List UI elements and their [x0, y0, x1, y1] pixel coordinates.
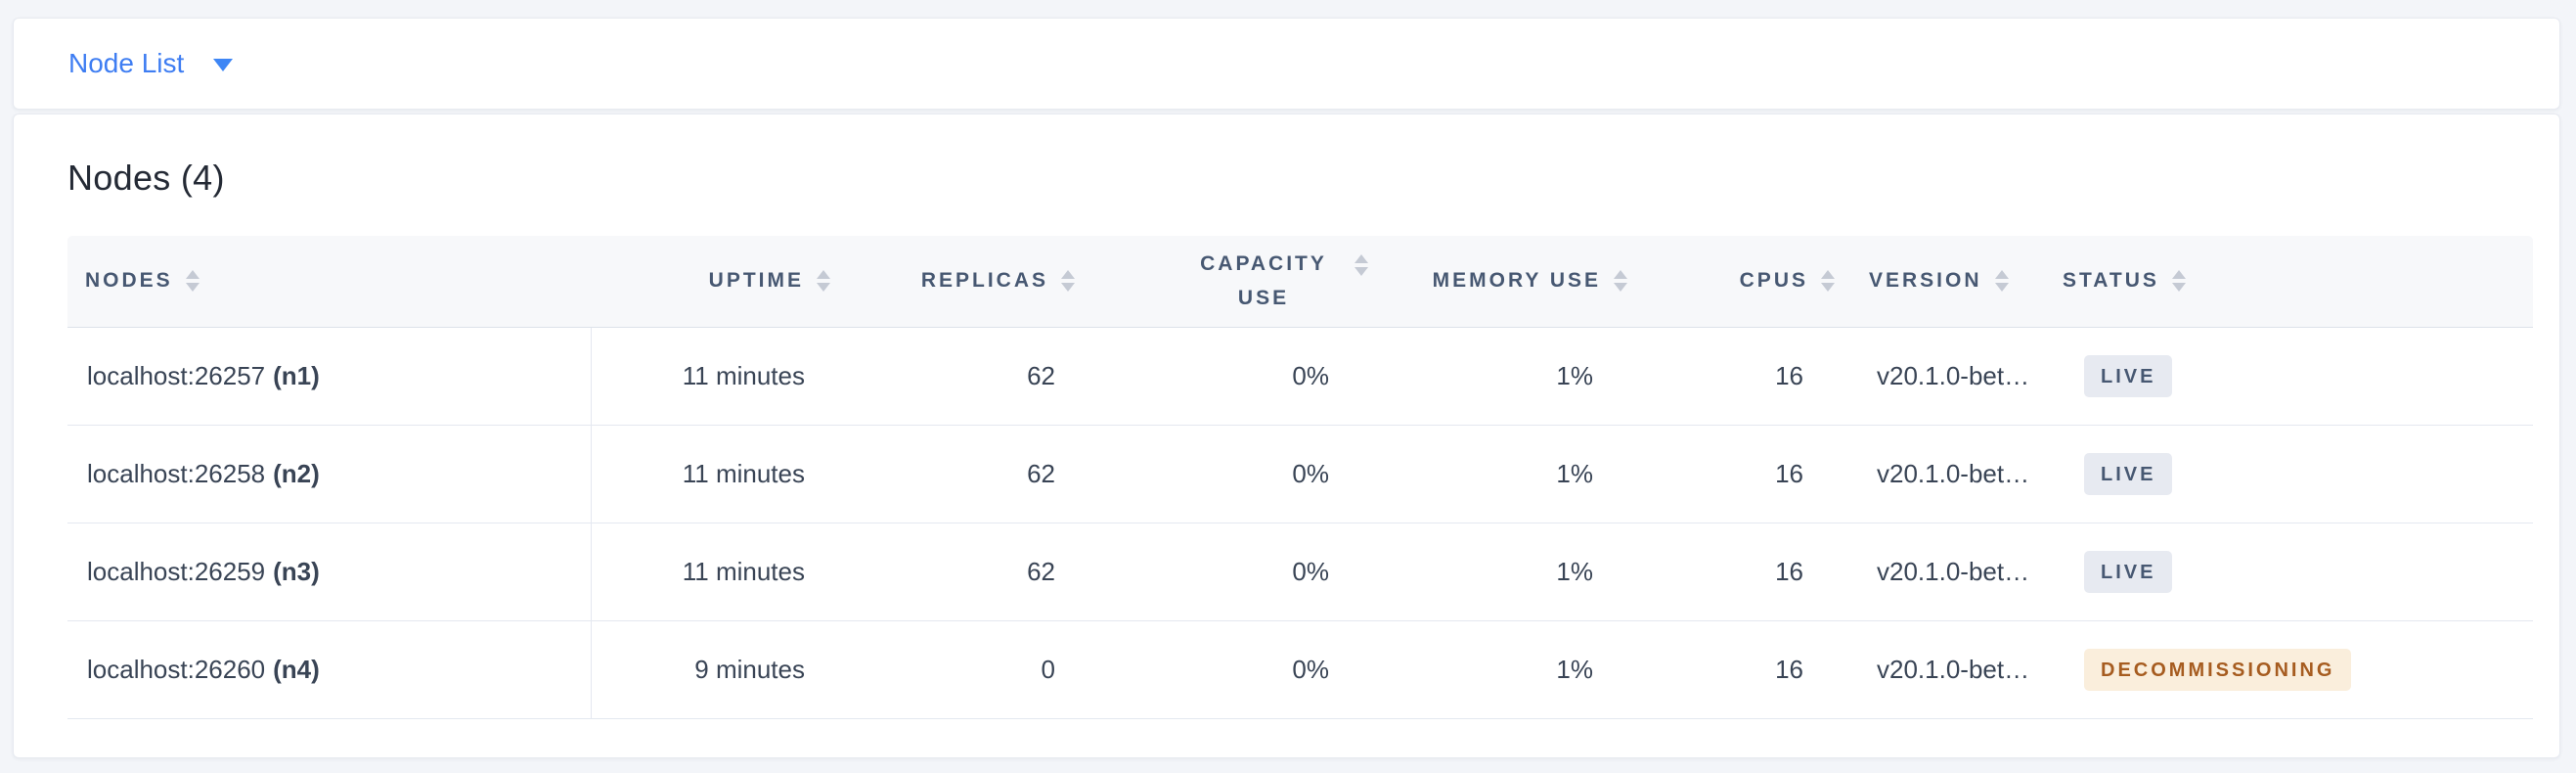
uptime-cell: 11 minutes [591, 523, 840, 621]
sort-icon [1614, 270, 1627, 293]
table-row: localhost:26257 (n1) 11 minutes 62 0% 1% … [67, 327, 2533, 426]
status-cell: LIVE [2053, 425, 2533, 523]
replicas-cell: 62 [840, 327, 1085, 426]
node-address-cell: localhost:26257 (n1) [67, 327, 592, 426]
nodes-table: NODES UPTIME REPLICAS [67, 236, 2533, 719]
cpus-cell: 16 [1637, 620, 1844, 719]
view-selector-bar: Node List [13, 18, 2560, 110]
table-row: localhost:26260 (n4) 9 minutes 0 0% 1% 16… [67, 620, 2533, 719]
replicas-cell: 62 [840, 425, 1085, 523]
memory-use-cell: 1% [1378, 327, 1637, 426]
column-header-version[interactable]: VERSION [1844, 236, 2053, 328]
uptime-cell: 11 minutes [591, 425, 840, 523]
capacity-use-cell: 0% [1085, 425, 1378, 523]
column-header-replicas[interactable]: REPLICAS [840, 236, 1085, 328]
uptime-cell: 9 minutes [591, 620, 840, 719]
cpus-cell: 16 [1637, 425, 1844, 523]
nodes-panel: Nodes (4) NODES UPTIME [13, 114, 2560, 758]
sort-icon [1994, 270, 2009, 293]
cpus-cell: 16 [1637, 523, 1844, 621]
caret-down-icon [213, 59, 234, 71]
memory-use-cell: 1% [1378, 620, 1637, 719]
sort-icon [185, 270, 200, 293]
page-title: Nodes (4) [67, 158, 225, 198]
node-id: (n4) [273, 654, 320, 684]
version-cell: v20.1.0-bet… [1844, 327, 2053, 426]
capacity-use-cell: 0% [1085, 327, 1378, 426]
memory-use-cell: 1% [1378, 425, 1637, 523]
column-header-uptime[interactable]: UPTIME [591, 236, 840, 328]
table-row: localhost:26259 (n3) 11 minutes 62 0% 1% … [67, 523, 2533, 621]
version-cell: v20.1.0-bet… [1844, 620, 2053, 719]
column-header-capacity-use[interactable]: CAPACITY USE [1085, 236, 1378, 328]
node-id: (n1) [273, 360, 320, 390]
cpus-cell: 16 [1637, 327, 1844, 426]
node-list-dropdown[interactable]: Node List [55, 38, 246, 89]
node-address-cell: localhost:26260 (n4) [67, 620, 592, 719]
sort-icon [1061, 270, 1075, 293]
sort-icon [2171, 270, 2186, 293]
status-badge: LIVE [2084, 354, 2173, 397]
status-badge: LIVE [2084, 550, 2173, 593]
status-cell: LIVE [2053, 523, 2533, 621]
status-badge: LIVE [2084, 452, 2173, 495]
column-header-status[interactable]: STATUS [2053, 236, 2533, 328]
node-address-cell: localhost:26258 (n2) [67, 425, 592, 523]
version-cell: v20.1.0-bet… [1844, 425, 2053, 523]
sort-icon [817, 270, 830, 293]
table-header-row: NODES UPTIME REPLICAS [67, 236, 2533, 328]
status-cell: LIVE [2053, 327, 2533, 426]
sort-icon [1355, 253, 1368, 276]
column-header-memory-use[interactable]: MEMORY USE [1378, 236, 1637, 328]
version-cell: v20.1.0-bet… [1844, 523, 2053, 621]
replicas-cell: 0 [840, 620, 1085, 719]
capacity-use-cell: 0% [1085, 620, 1378, 719]
node-id: (n3) [273, 556, 320, 586]
column-header-nodes[interactable]: NODES [67, 236, 591, 328]
node-id: (n2) [273, 458, 320, 488]
node-address-cell: localhost:26259 (n3) [67, 523, 592, 621]
status-cell: DECOMMISSIONING [2053, 620, 2533, 719]
nodes-table-wrap: NODES UPTIME REPLICAS [67, 236, 2533, 719]
column-header-cpus[interactable]: CPUS [1637, 236, 1844, 328]
sort-icon [1821, 270, 1835, 293]
capacity-use-cell: 0% [1085, 523, 1378, 621]
node-list-dropdown-label: Node List [68, 48, 185, 78]
memory-use-cell: 1% [1378, 523, 1637, 621]
status-badge: DECOMMISSIONING [2084, 648, 2352, 691]
table-row: localhost:26258 (n2) 11 minutes 62 0% 1% … [67, 425, 2533, 523]
replicas-cell: 62 [840, 523, 1085, 621]
uptime-cell: 11 minutes [591, 327, 840, 426]
